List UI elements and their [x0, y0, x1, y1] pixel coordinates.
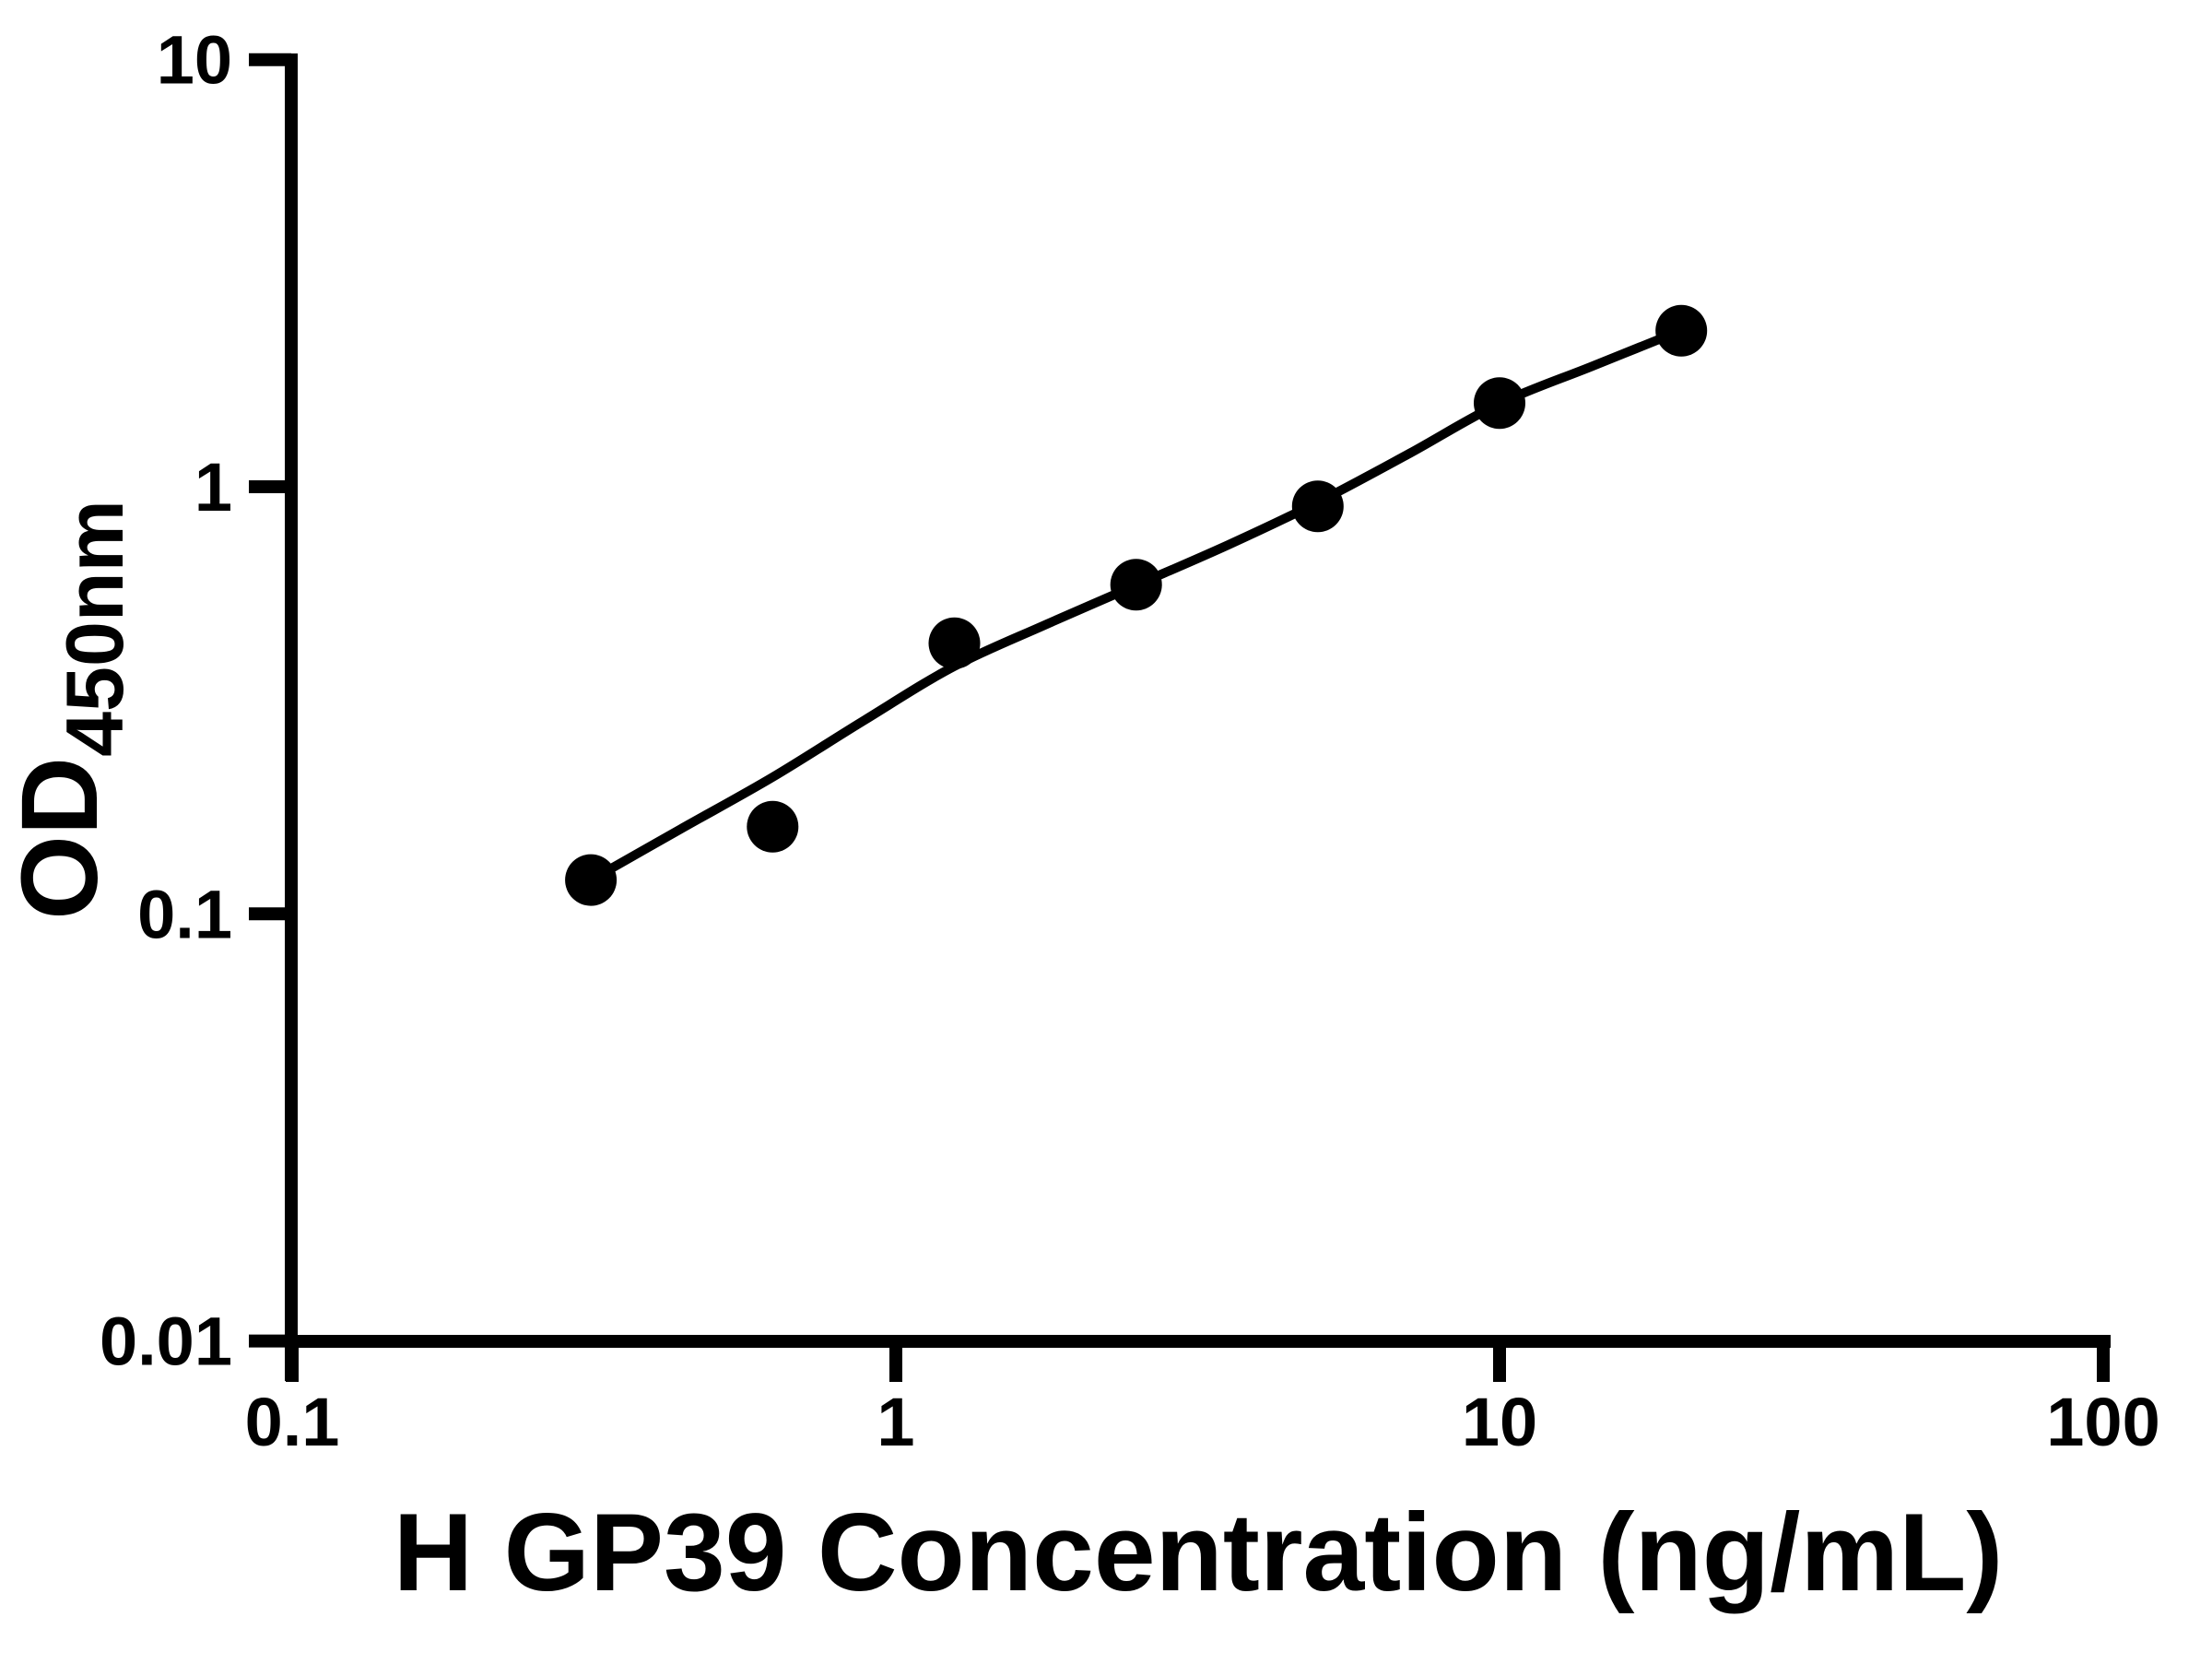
data-points-group — [565, 304, 1708, 906]
data-point — [1655, 304, 1708, 357]
y-tick-label: 0.01 — [100, 1304, 232, 1380]
data-point — [1291, 480, 1344, 533]
x-tick-label: 10 — [1462, 1384, 1537, 1460]
y-tick-label: 0.1 — [137, 876, 232, 952]
x-tick-label: 100 — [2046, 1384, 2159, 1460]
x-tick-label: 0.1 — [245, 1384, 340, 1460]
data-point — [565, 854, 618, 906]
data-point — [1110, 559, 1162, 611]
data-point — [928, 617, 981, 669]
x-tick-label: 1 — [877, 1384, 914, 1460]
y-axis-ticks — [249, 53, 291, 1348]
y-axis-title-main: OD — [0, 757, 121, 920]
x-axis-ticks — [286, 1341, 2110, 1382]
x-axis-tick-labels: 0.1 1 10 100 — [245, 1384, 2160, 1460]
y-axis-tick-labels: 10 1 0.1 0.01 — [100, 22, 232, 1380]
axes — [285, 53, 2111, 1381]
data-point — [1474, 377, 1525, 430]
y-tick-label: 10 — [157, 22, 232, 99]
x-axis-title: H GP39 Concentration (ng/mL) — [394, 1491, 2004, 1614]
y-axis-title-subscript: 450nm — [49, 500, 140, 757]
y-tick-label: 1 — [194, 449, 232, 525]
data-point — [747, 800, 799, 853]
y-axis-title: OD450nm — [0, 500, 140, 920]
